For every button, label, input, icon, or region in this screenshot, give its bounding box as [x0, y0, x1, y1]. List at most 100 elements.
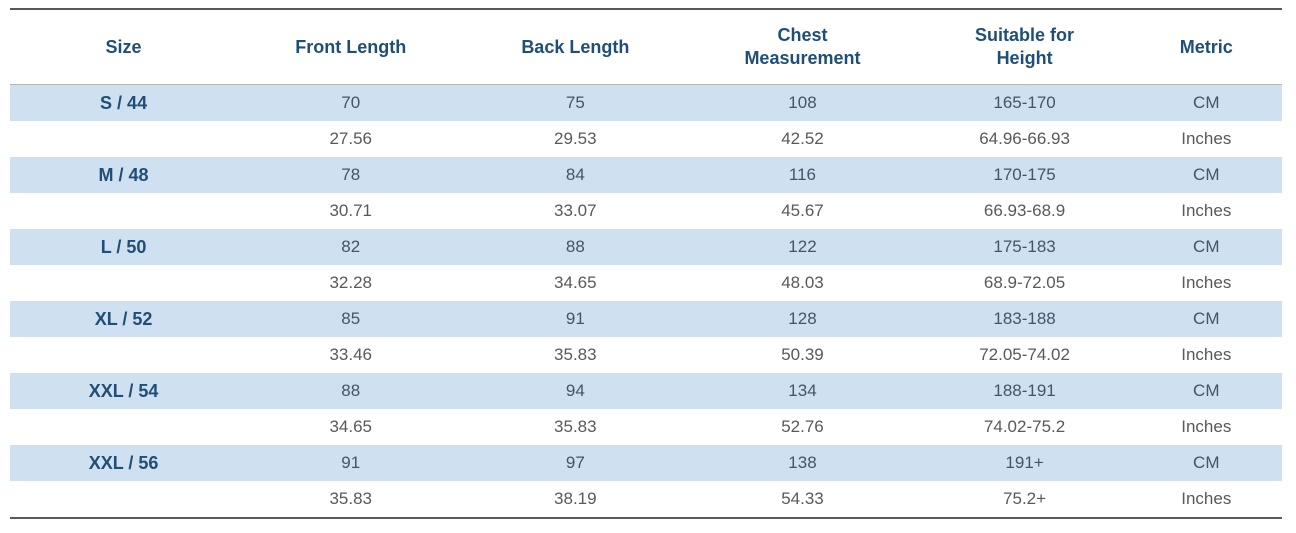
cell-chest: 134: [788, 381, 817, 400]
table-row-xxl54-cm: XXL / 54 88 94 134 188-191 CM: [10, 373, 1282, 409]
cell-chest: 54.33: [781, 489, 824, 508]
cell-chest: 116: [788, 165, 817, 184]
cell-chest: 52.76: [781, 417, 824, 436]
cell-height: 183-188: [993, 309, 1056, 328]
cell-front-length: 35.83: [329, 489, 372, 508]
cell-chest: 48.03: [781, 273, 824, 292]
cell-metric: CM: [1193, 165, 1220, 184]
cell-metric: CM: [1193, 309, 1220, 328]
cell-chest: 128: [788, 309, 817, 328]
cell-back-length: 88: [565, 237, 585, 256]
header-row: Size Front Length Back Length Chest Meas…: [10, 10, 1282, 85]
cell-size: L / 50: [100, 236, 147, 257]
header-suitable-height: Suitable for Height: [918, 10, 1131, 85]
cell-size: XXL / 56: [88, 452, 159, 473]
cell-back-length: 91: [565, 309, 585, 328]
header-chest-measurement: Chest Measurement: [686, 10, 919, 85]
cell-metric: Inches: [1181, 129, 1232, 148]
cell-size: XXL / 54: [88, 380, 159, 401]
table-row-xxl54-inches: 34.65 35.83 52.76 74.02-75.2 Inches: [10, 409, 1282, 445]
header-size: Size: [10, 10, 238, 85]
cell-front-length: 33.46: [329, 345, 372, 364]
cell-back-length: 94: [565, 381, 585, 400]
cell-size: [10, 337, 237, 373]
cell-front-length: 91: [341, 453, 361, 472]
cell-height: 74.02-75.2: [983, 417, 1066, 436]
header-front-length-label: Front Length: [295, 36, 407, 57]
cell-height: 75.2+: [1003, 489, 1047, 508]
cell-chest: 138: [788, 453, 817, 472]
cell-height: 191+: [1005, 453, 1044, 472]
cell-size: [10, 481, 237, 517]
cell-metric: Inches: [1181, 345, 1232, 364]
cell-size: M / 48: [98, 164, 149, 185]
cell-front-length: 78: [341, 165, 361, 184]
header-metric: Metric: [1130, 10, 1282, 85]
cell-height: 66.93-68.9: [983, 201, 1066, 220]
cell-size: S / 44: [100, 92, 148, 113]
cell-back-length: 33.07: [554, 201, 597, 220]
cell-height: 170-175: [993, 165, 1056, 184]
header-front-length: Front Length: [237, 10, 465, 85]
table-row-xxl56-cm: XXL / 56 91 97 138 191+ CM: [10, 445, 1282, 481]
cell-size: XL / 52: [94, 308, 153, 329]
table-row-s44-cm: S / 44 70 75 108 165-170 CM: [10, 84, 1282, 121]
header-size-label: Size: [105, 36, 142, 57]
cell-back-length: 35.83: [554, 417, 597, 436]
cell-metric: CM: [1193, 381, 1220, 400]
cell-back-length: 34.65: [554, 273, 597, 292]
table-row-l50-cm: L / 50 82 88 122 175-183 CM: [10, 229, 1282, 265]
cell-height: 68.9-72.05: [983, 273, 1066, 292]
cell-back-length: 29.53: [554, 129, 597, 148]
header-chest-measurement-label: Chest Measurement: [744, 24, 861, 68]
cell-front-length: 34.65: [329, 417, 372, 436]
cell-metric: Inches: [1181, 489, 1232, 508]
size-chart-table-container: Size Front Length Back Length Chest Meas…: [10, 8, 1282, 519]
table-row-m48-cm: M / 48 78 84 116 170-175 CM: [10, 157, 1282, 193]
cell-chest: 50.39: [781, 345, 824, 364]
cell-chest: 108: [788, 93, 817, 112]
cell-metric: Inches: [1181, 417, 1232, 436]
size-chart-table: Size Front Length Back Length Chest Meas…: [10, 10, 1282, 517]
table-row-xl52-cm: XL / 52 85 91 128 183-188 CM: [10, 301, 1282, 337]
header-back-length: Back Length: [464, 10, 687, 85]
cell-metric: CM: [1193, 93, 1220, 112]
cell-height: 175-183: [993, 237, 1056, 256]
cell-front-length: 70: [341, 93, 361, 112]
cell-size: [10, 265, 237, 301]
cell-metric: CM: [1193, 237, 1220, 256]
cell-front-length: 88: [341, 381, 361, 400]
cell-size: [10, 193, 237, 229]
cell-back-length: 35.83: [554, 345, 597, 364]
cell-height: 188-191: [993, 381, 1056, 400]
table-row-xl52-inches: 33.46 35.83 50.39 72.05-74.02 Inches: [10, 337, 1282, 373]
cell-height: 165-170: [993, 93, 1056, 112]
cell-front-length: 27.56: [329, 129, 372, 148]
cell-chest: 45.67: [781, 201, 824, 220]
cell-front-length: 32.28: [329, 273, 372, 292]
table-row-l50-inches: 32.28 34.65 48.03 68.9-72.05 Inches: [10, 265, 1282, 301]
cell-chest: 122: [788, 237, 817, 256]
cell-size: [10, 121, 237, 157]
header-back-length-label: Back Length: [521, 36, 630, 57]
cell-back-length: 84: [565, 165, 585, 184]
table-row-s44-inches: 27.56 29.53 42.52 64.96-66.93 Inches: [10, 121, 1282, 157]
cell-back-length: 75: [565, 93, 585, 112]
cell-height: 64.96-66.93: [979, 129, 1070, 148]
header-metric-label: Metric: [1179, 36, 1233, 57]
cell-metric: Inches: [1181, 273, 1232, 292]
table-row-xxl56-inches: 35.83 38.19 54.33 75.2+ Inches: [10, 481, 1282, 517]
cell-front-length: 30.71: [329, 201, 372, 220]
cell-chest: 42.52: [781, 129, 824, 148]
cell-back-length: 38.19: [554, 489, 597, 508]
cell-height: 72.05-74.02: [979, 345, 1070, 364]
cell-metric: CM: [1193, 453, 1220, 472]
cell-metric: Inches: [1181, 201, 1232, 220]
cell-back-length: 97: [565, 453, 585, 472]
table-row-m48-inches: 30.71 33.07 45.67 66.93-68.9 Inches: [10, 193, 1282, 229]
cell-front-length: 85: [341, 309, 361, 328]
cell-front-length: 82: [341, 237, 361, 256]
cell-size: [10, 409, 237, 445]
header-suitable-height-label: Suitable for Height: [975, 24, 1075, 68]
